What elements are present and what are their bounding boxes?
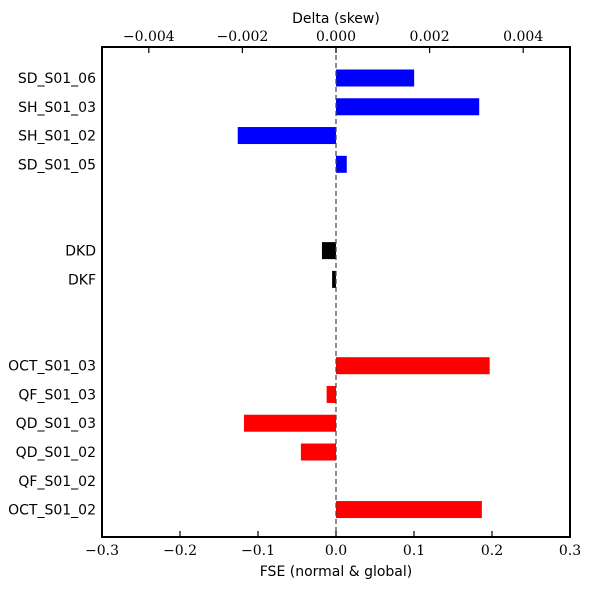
- bar-qd-s01-03: [243, 414, 336, 432]
- x-tick-label: 0.3: [559, 543, 581, 559]
- category-label: DKF: [68, 272, 96, 288]
- bar-sd-s01-05: [336, 155, 347, 173]
- category-label: QD_S01_03: [16, 416, 96, 432]
- x-axis-title: FSE (normal & global): [260, 564, 412, 580]
- top-tick-label: 0.002: [410, 29, 450, 45]
- bar-sd-s01-06: [336, 69, 415, 87]
- bar-sh-s01-02: [237, 127, 336, 145]
- category-label: SH_S01_02: [18, 129, 96, 145]
- bars-layer: [237, 69, 490, 519]
- bar-qf-s01-03: [326, 385, 336, 403]
- category-label: SH_S01_03: [18, 100, 96, 116]
- top-axis-title: Delta (skew): [292, 11, 380, 27]
- bar-oct-s01-03: [336, 357, 490, 375]
- category-label: QF_S01_02: [18, 474, 96, 490]
- category-label: DKD: [65, 244, 96, 260]
- category-label: SD_S01_05: [18, 157, 96, 173]
- x-tick-label: −0.1: [241, 543, 275, 559]
- x-tick-label: 0.0: [325, 543, 347, 559]
- category-label: SD_S01_06: [18, 71, 96, 87]
- category-labels: SD_S01_06 SH_S01_03 SH_S01_02 SD_S01_05 DKD D…: [8, 71, 96, 519]
- bar-sh-s01-03: [336, 98, 480, 116]
- bar-dkd: [321, 242, 336, 260]
- category-label: OCT_S01_02: [8, 503, 96, 519]
- top-tick-label: 0.000: [316, 29, 356, 45]
- bar-oct-s01-02: [336, 501, 482, 519]
- x-tick-label: 0.2: [481, 543, 503, 559]
- x-tick-label: −0.3: [85, 543, 119, 559]
- bar-qd-s01-02: [300, 443, 336, 461]
- category-label: QD_S01_02: [16, 445, 96, 461]
- x-tick-label: −0.2: [163, 543, 197, 559]
- category-label: OCT_S01_03: [8, 359, 96, 375]
- x-tick-label: 0.1: [403, 543, 425, 559]
- category-label: QF_S01_03: [18, 387, 96, 403]
- top-tick-label: 0.004: [503, 29, 543, 45]
- ticks-layer: −0.3 −0.2 −0.1 0.0 0.1 0.2 0.3 −0.004 −0.002 0.00…: [85, 29, 581, 559]
- bar-dkf: [332, 270, 336, 288]
- top-tick-label: −0.004: [123, 29, 175, 45]
- top-tick-label: −0.002: [216, 29, 268, 45]
